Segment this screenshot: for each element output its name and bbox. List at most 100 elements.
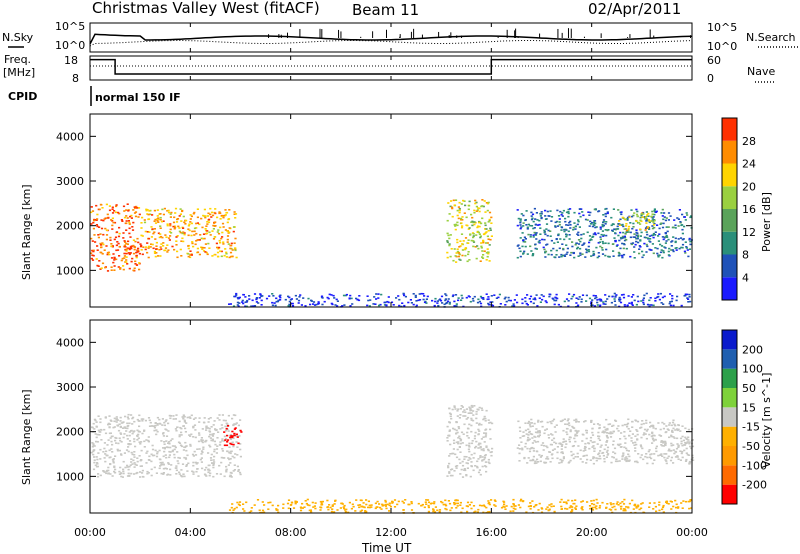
heatmap-cell: [685, 458, 688, 461]
heatmap-cell: [686, 214, 689, 216]
heatmap-cell: [250, 510, 253, 512]
heatmap-cell: [131, 226, 134, 228]
heatmap-cell: [452, 199, 455, 202]
heatmap-cell: [145, 246, 148, 248]
heatmap-cell: [612, 255, 615, 257]
heatmap-cell: [686, 441, 689, 443]
heatmap-cell: [455, 467, 458, 469]
heatmap-cell: [586, 249, 589, 252]
heatmap-cell: [471, 216, 474, 219]
heatmap-cell: [524, 422, 527, 424]
heatmap-cell: [207, 418, 210, 420]
heatmap-cell: [629, 236, 632, 239]
heatmap-cell: [483, 415, 486, 418]
heatmap-cell: [688, 507, 691, 510]
heatmap-cell: [604, 212, 607, 215]
heatmap-cell: [513, 305, 516, 307]
heatmap-cell: [246, 299, 249, 302]
heatmap-cell: [230, 506, 233, 509]
heatmap-cell: [195, 227, 198, 229]
heatmap-cell: [479, 456, 482, 459]
heatmap-cell: [323, 300, 326, 303]
heatmap-cell: [682, 238, 685, 240]
heatmap-cell: [627, 428, 630, 430]
heatmap-cell: [111, 206, 114, 209]
heatmap-cell: [159, 255, 162, 257]
heatmap-cell: [97, 473, 100, 475]
heatmap-cell: [580, 237, 583, 240]
heatmap-cell: [219, 218, 222, 220]
heatmap-cell: [645, 251, 648, 253]
heatmap-cell: [679, 430, 682, 432]
heatmap-cell: [606, 427, 609, 430]
heatmap-cell: [642, 213, 645, 215]
heatmap-cell: [551, 449, 555, 451]
heatmap-cell: [584, 446, 587, 449]
heatmap-cell: [274, 304, 277, 307]
heatmap-cell: [158, 236, 161, 239]
heatmap-cell: [226, 439, 230, 441]
heatmap-cell: [528, 431, 531, 434]
heatmap-cell: [560, 448, 563, 450]
heatmap-cell: [193, 424, 197, 426]
range-tick-label: 4000: [56, 336, 84, 349]
heatmap-cell: [427, 510, 430, 513]
heatmap-cell: [512, 507, 515, 510]
heatmap-cell: [565, 427, 569, 430]
heatmap-cell: [627, 453, 630, 456]
heatmap-cell: [182, 231, 185, 233]
heatmap-cell: [217, 232, 221, 235]
heatmap-cell: [655, 445, 658, 448]
heatmap-cell: [544, 256, 547, 258]
heatmap-cell: [120, 259, 123, 262]
heatmap-cell: [101, 253, 104, 255]
heatmap-cell: [588, 235, 592, 237]
heatmap-cell: [688, 237, 691, 240]
heatmap-cell: [146, 213, 149, 215]
heatmap-cell: [114, 471, 117, 474]
heatmap-cell: [166, 251, 169, 253]
heatmap-cell: [572, 228, 575, 231]
heatmap-cell: [480, 247, 483, 249]
heatmap-cell: [223, 475, 226, 478]
heatmap-cell: [134, 463, 137, 466]
heatmap-cell: [474, 202, 477, 205]
heatmap-cell: [639, 427, 642, 429]
heatmap-cell: [466, 462, 469, 465]
heatmap-cell: [602, 234, 605, 236]
heatmap-cell: [158, 418, 161, 421]
heatmap-cell: [236, 446, 239, 448]
heatmap-cell: [91, 445, 94, 448]
heatmap-cell: [461, 460, 464, 463]
heatmap-cell: [422, 293, 425, 295]
heatmap-cell: [548, 215, 551, 217]
heatmap-cell: [184, 458, 188, 460]
heatmap-cell: [599, 457, 602, 460]
heatmap-cell: [238, 501, 242, 503]
heatmap-cell: [315, 303, 318, 306]
heatmap-cell: [455, 507, 458, 509]
heatmap-cell: [107, 472, 110, 474]
heatmap-cell: [244, 301, 247, 303]
heatmap-cell: [677, 238, 680, 240]
heatmap-cell: [668, 422, 671, 424]
heatmap-cell: [308, 504, 311, 507]
heatmap-cell: [444, 298, 447, 300]
heatmap-cell: [138, 441, 141, 443]
heatmap-cell: [374, 502, 377, 505]
heatmap-cell: [543, 432, 546, 435]
heatmap-cell: [482, 240, 485, 243]
heatmap-cell: [138, 455, 141, 457]
heatmap-cell: [622, 296, 626, 299]
heatmap-cell: [518, 448, 521, 450]
heatmap-cell: [173, 227, 176, 230]
heatmap-cell: [209, 207, 212, 210]
heatmap-cell: [375, 506, 378, 508]
heatmap-cell: [142, 246, 145, 248]
heatmap-cell: [449, 443, 452, 446]
heatmap-cell: [331, 505, 334, 507]
heatmap-cell: [525, 210, 528, 212]
heatmap-cell: [189, 254, 192, 256]
heatmap-cell: [194, 417, 197, 419]
heatmap-cell: [577, 239, 581, 241]
